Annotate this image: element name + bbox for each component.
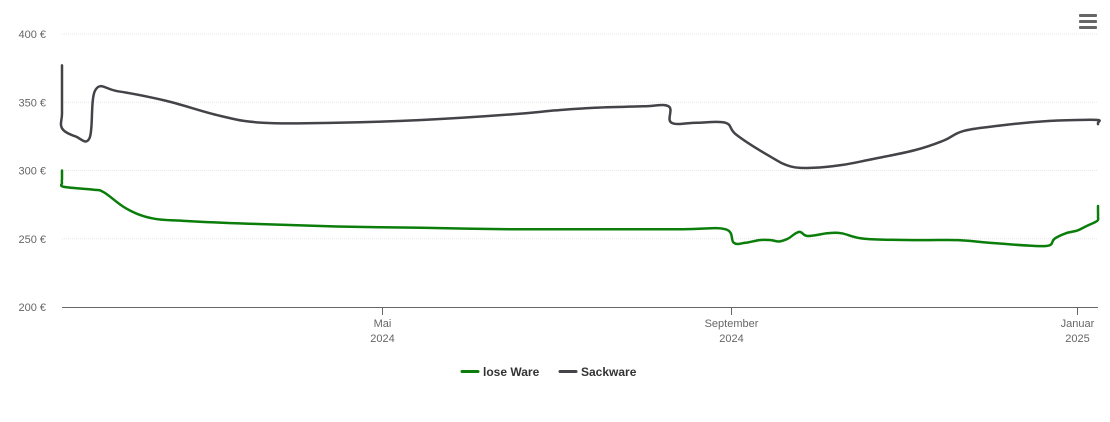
legend-item-sackware[interactable]: Sackware [558, 365, 637, 379]
x-tick-label-month: Januar [1061, 318, 1095, 330]
legend-label: lose Ware [483, 365, 540, 379]
series-line-lose-ware[interactable] [59, 169, 1100, 248]
y-tick-label: 400 € [18, 29, 46, 41]
x-tick-label-month: Mai [374, 318, 392, 330]
menu-bar [1079, 14, 1097, 17]
x-tick-label-year: 2025 [1065, 333, 1089, 345]
y-axis-labels: 400 € 350 € 300 € 250 € 200 € [18, 29, 46, 314]
menu-bar [1079, 26, 1097, 29]
series-line-sackware[interactable] [59, 64, 1101, 170]
legend: lose Ware Sackware [460, 365, 637, 379]
y-tick-label: 350 € [18, 97, 46, 109]
legend-label: Sackware [581, 365, 637, 379]
y-tick-label: 250 € [18, 234, 46, 246]
legend-item-lose-ware[interactable]: lose Ware [460, 365, 540, 379]
y-tick-label: 200 € [18, 302, 46, 314]
menu-bar [1079, 20, 1097, 23]
series-lines [59, 64, 1101, 248]
x-tick-label-month: September [705, 318, 759, 330]
x-tick-label-year: 2024 [719, 333, 743, 345]
x-axis: Mai 2024 September 2024 Januar 2025 [62, 307, 1098, 345]
hamburger-menu-icon[interactable] [1076, 12, 1100, 34]
grid-lines [62, 33, 1098, 240]
x-tick-label-year: 2024 [370, 333, 394, 345]
y-tick-label: 300 € [18, 166, 46, 178]
